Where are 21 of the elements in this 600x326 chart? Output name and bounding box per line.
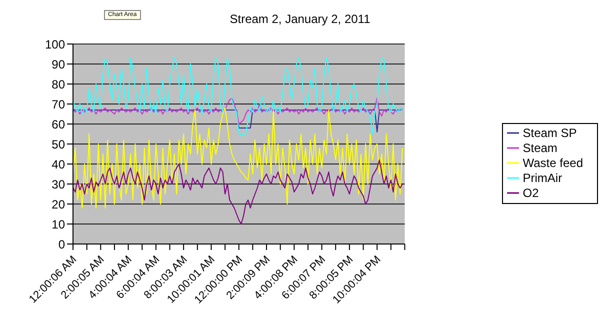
- y-tick-label: 20: [52, 197, 66, 212]
- line-series: [73, 108, 403, 208]
- legend-label: Steam SP: [522, 126, 577, 140]
- chart-title: Stream 2, January 2, 2011: [230, 12, 370, 26]
- y-tick-label: 10: [52, 217, 66, 232]
- y-tick-label: 70: [52, 97, 66, 112]
- y-tick-label: 30: [52, 177, 66, 192]
- y-tick-label: 40: [52, 157, 66, 172]
- line-series: [73, 58, 403, 136]
- line-series: [73, 98, 403, 124]
- legend-label: O2: [522, 186, 539, 200]
- line-series: [73, 160, 403, 224]
- y-tick-label: 60: [52, 117, 66, 132]
- legend-label: PrimAir: [522, 170, 562, 184]
- y-tick-label: 50: [52, 137, 66, 152]
- y-tick-label: 100: [44, 37, 66, 52]
- y-tick-label: 90: [52, 57, 66, 72]
- legend-label: Waste feed: [522, 156, 583, 170]
- legend-label: Steam: [522, 140, 558, 154]
- y-tick-label: 80: [52, 77, 66, 92]
- y-tick-label: 0: [58, 237, 66, 252]
